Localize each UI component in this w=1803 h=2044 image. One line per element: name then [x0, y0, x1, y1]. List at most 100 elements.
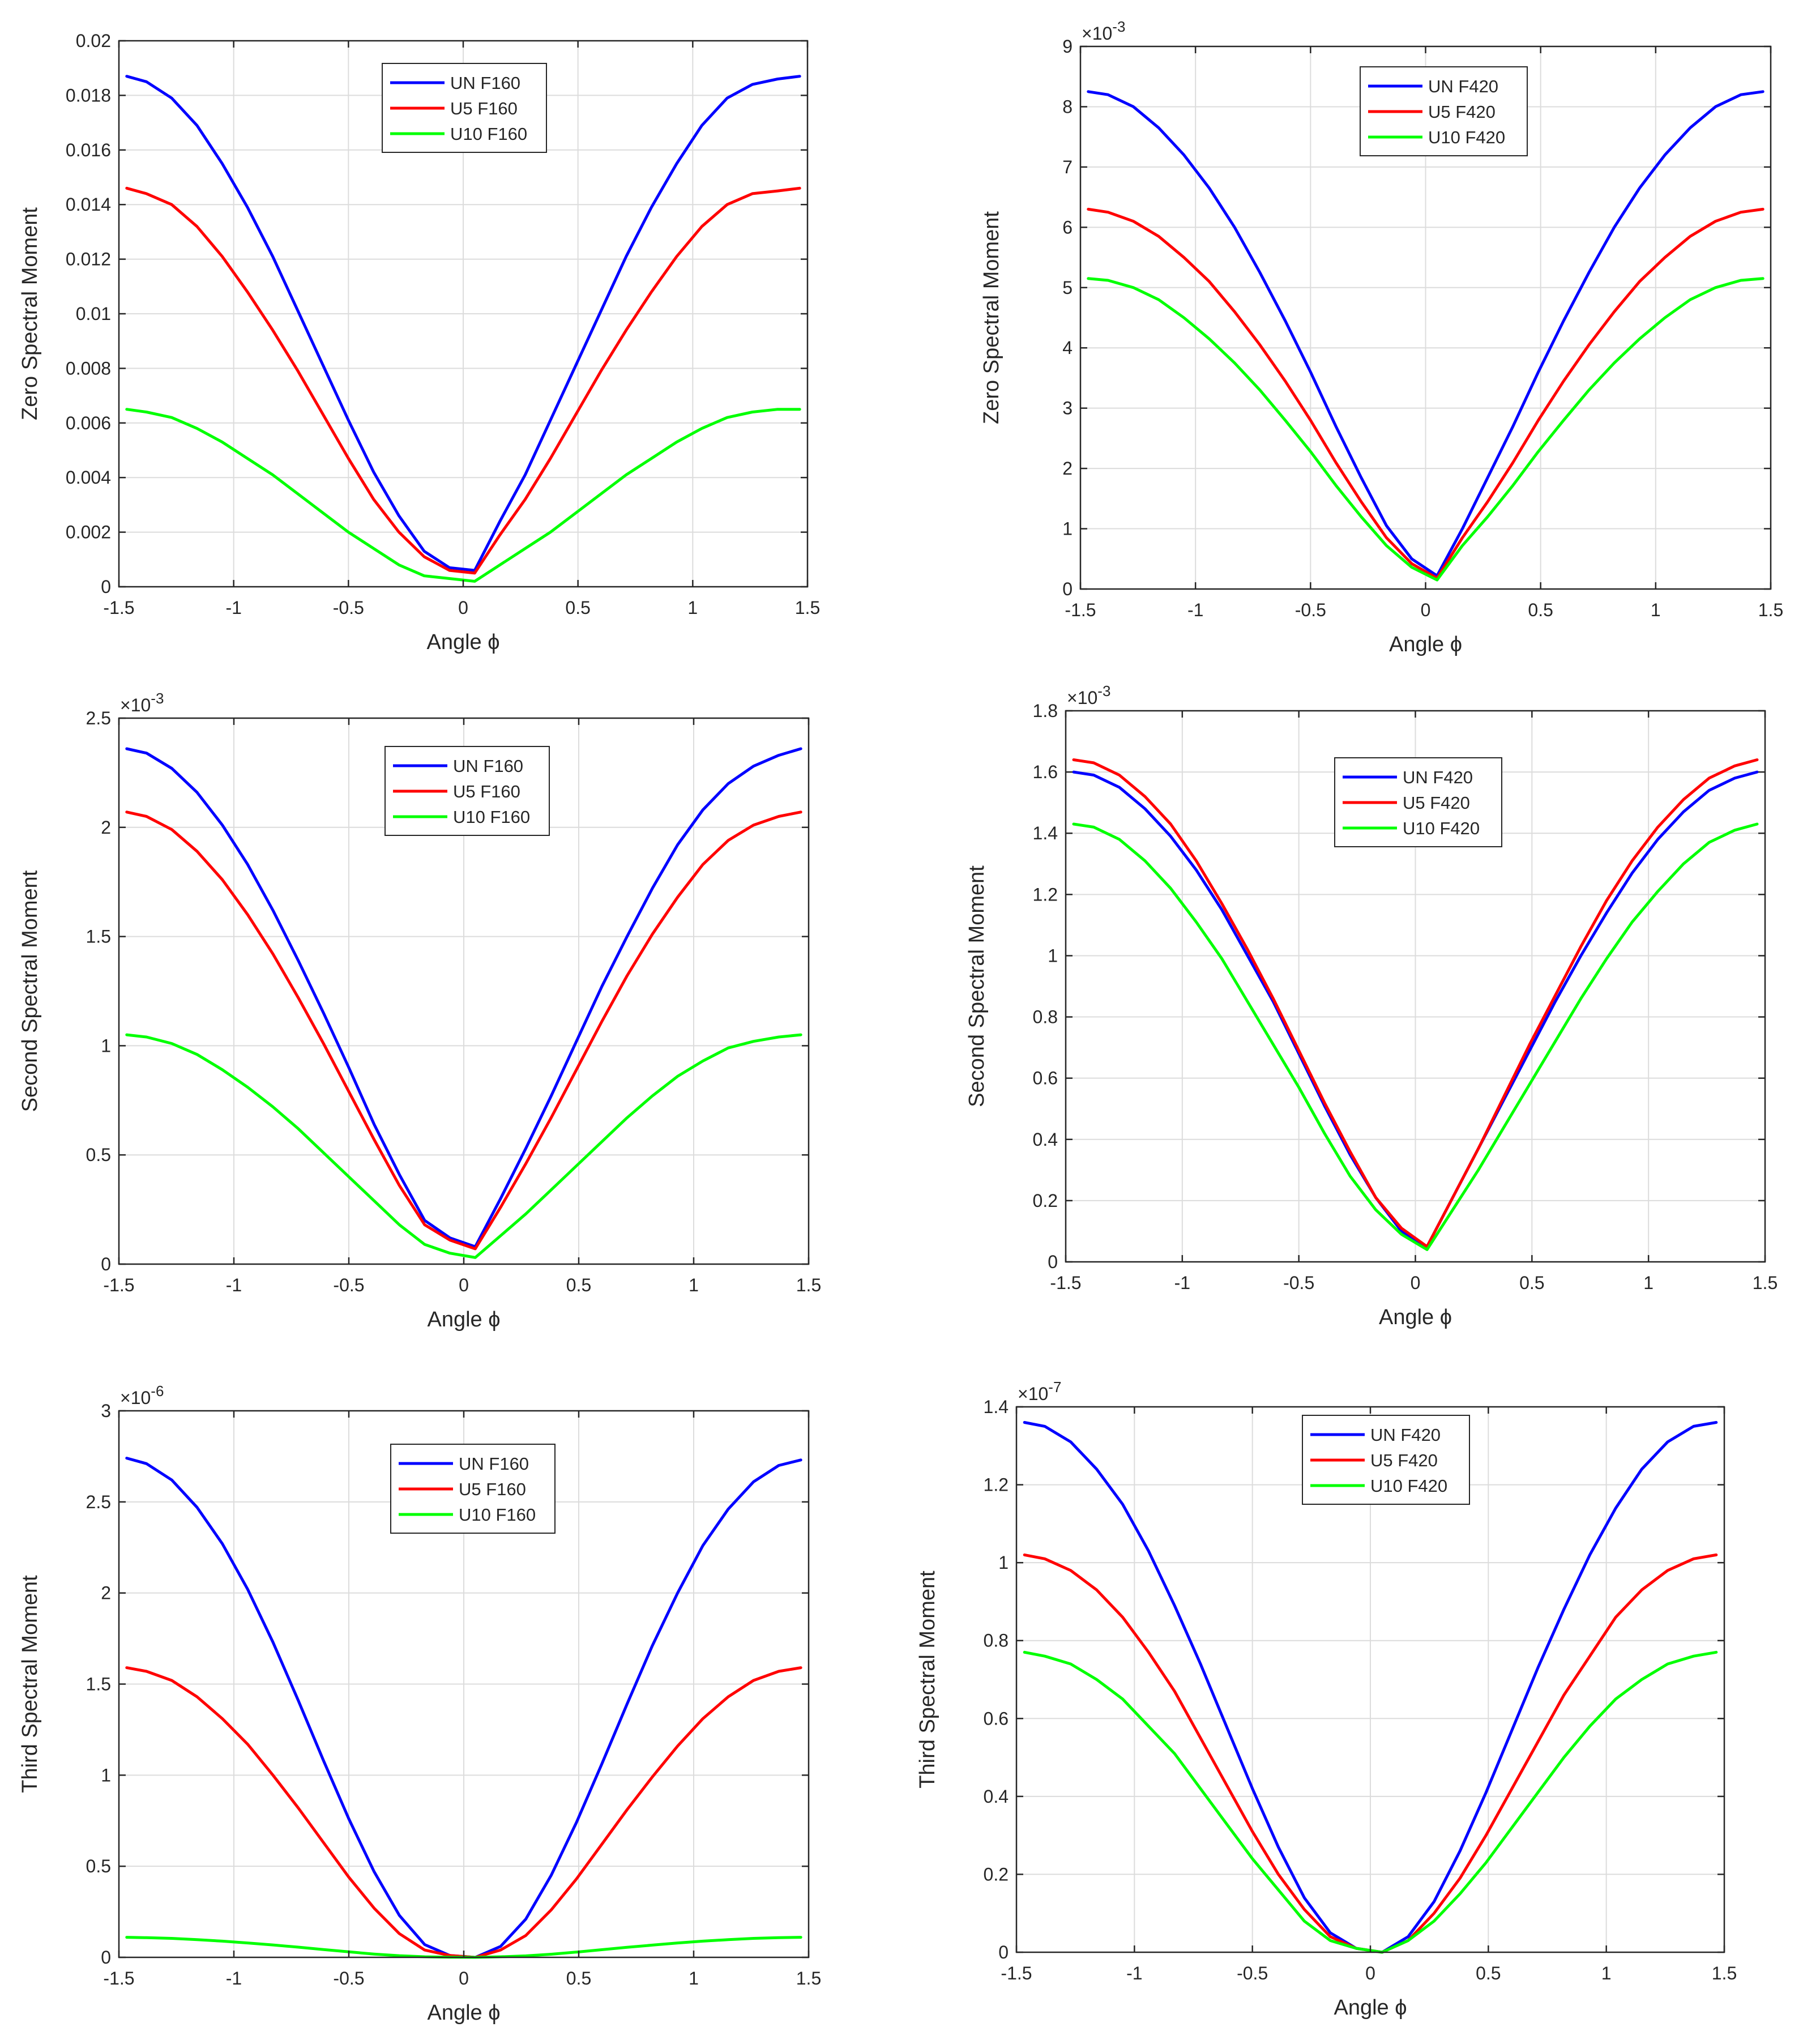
- chart-middle-left-x-tick-label: 0: [459, 1275, 469, 1295]
- chart-top-left-y-tick-label: 0.006: [66, 413, 111, 433]
- chart-top-left-legend-label: U5 F160: [450, 99, 518, 118]
- chart-middle-right-legend-label: UN F420: [1403, 767, 1473, 787]
- chart-top-left-y-tick-label: 0.01: [76, 304, 111, 324]
- chart-bottom-right-y-tick-label: 0.6: [984, 1708, 1009, 1729]
- chart-middle-right-y-tick-label: 1.4: [1033, 823, 1058, 843]
- chart-top-right-y-tick-label: 3: [1062, 398, 1073, 419]
- chart-top-right-y-tick-label: 4: [1062, 338, 1073, 358]
- chart-middle-left-x-tick-label: 1: [689, 1275, 699, 1295]
- chart-middle-left-legend-label: U5 F160: [453, 782, 520, 801]
- chart-top-right-y-axis-label: Zero Spectral Moment: [980, 211, 1003, 424]
- chart-middle-right-y-tick-label: 0.2: [1033, 1190, 1058, 1211]
- chart-middle-right-y-axis-label: Second Spectral Moment: [965, 865, 989, 1107]
- chart-bottom-right-y-tick-label: 1: [998, 1552, 1009, 1573]
- chart-top-left-x-tick-label: -1.5: [103, 598, 134, 618]
- chart-middle-left-y-tick-label: 2.5: [86, 708, 111, 728]
- chart-middle-right-series-line-u5-f420: [1072, 758, 1759, 1248]
- chart-bottom-left-y-tick-label: 0: [101, 1947, 111, 1968]
- chart-top-right-x-tick-label: -1: [1187, 600, 1203, 620]
- chart-middle-left-series-line-u10-f160: [125, 1033, 802, 1259]
- chart-bottom-right-y-tick-label: 0.4: [984, 1786, 1009, 1807]
- chart-middle-right-y-tick-label: 0.6: [1033, 1068, 1058, 1089]
- chart-bottom-right-series-line-u10-f420: [1023, 1650, 1718, 1954]
- chart-middle-left-x-tick-label: -1: [226, 1275, 242, 1295]
- chart-top-right-x-tick-label: 0: [1421, 600, 1431, 620]
- chart-top-right-x-tick-label: 0.5: [1528, 600, 1553, 620]
- chart-bottom-right-x-tick-label: -0.5: [1237, 1963, 1268, 1983]
- chart-middle-left-exponent-label: ×10-3: [120, 690, 164, 715]
- chart-top-right-y-tick-label: 1: [1062, 519, 1073, 539]
- chart-middle-left-x-tick-label: -1.5: [103, 1275, 134, 1295]
- chart-bottom-left-y-tick-label: 3: [101, 1401, 111, 1421]
- chart-top-left-y-tick-label: 0.014: [66, 194, 111, 215]
- chart-bottom-left-x-tick-label: -1.5: [103, 1968, 134, 1988]
- chart-top-right-y-tick-label: 9: [1062, 36, 1073, 57]
- chart-top-left-x-axis-label: Angle ϕ: [426, 630, 499, 654]
- chart-top-right-legend-label: U5 F420: [1428, 102, 1496, 122]
- chart-bottom-right-y-tick-label: 0.2: [984, 1864, 1009, 1884]
- chart-top-left-x-tick-label: 1: [687, 598, 698, 618]
- chart-top-left-y-tick-label: 0: [101, 577, 111, 597]
- chart-middle-right-y-tick-label: 1: [1048, 945, 1058, 966]
- chart-bottom-left-x-tick-label: -1: [226, 1968, 242, 1988]
- chart-bottom-right-legend-label: UN F420: [1370, 1425, 1441, 1445]
- chart-bottom-left-y-tick-label: 2: [101, 1583, 111, 1603]
- chart-bottom-left-x-tick-label: 1: [689, 1968, 699, 1988]
- chart-bottom-right-y-tick-label: 0.8: [984, 1631, 1009, 1651]
- chart-middle-left-x-tick-label: -0.5: [333, 1275, 364, 1295]
- chart-bottom-right-exponent-label: ×10-7: [1018, 1379, 1061, 1404]
- chart-middle-left-y-tick-label: 1.5: [86, 927, 111, 947]
- chart-top-right-legend-label: UN F420: [1428, 76, 1498, 96]
- chart-top-left-legend-label: U10 F160: [450, 124, 527, 144]
- chart-middle-right-y-tick-label: 1.2: [1033, 884, 1058, 904]
- chart-top-left-y-tick-label: 0.02: [76, 31, 111, 51]
- chart-middle-left-x-tick-label: 1.5: [796, 1275, 821, 1295]
- chart-middle-right-y-tick-label: 0: [1048, 1252, 1058, 1272]
- chart-top-left-y-axis-label: Zero Spectral Moment: [18, 207, 42, 420]
- chart-middle-right-exponent-label: ×10-3: [1067, 682, 1110, 708]
- chart-bottom-left-y-tick-label: 0.5: [86, 1856, 111, 1876]
- chart-bottom-right-x-axis-label: Angle ϕ: [1334, 1996, 1407, 2020]
- chart-bottom-left-y-tick-label: 2.5: [86, 1492, 111, 1512]
- chart-middle-left-series-line-un-f160: [125, 747, 802, 1248]
- chart-bottom-right-legend-label: U10 F420: [1370, 1476, 1447, 1496]
- chart-bottom-right-x-tick-label: -1.5: [1001, 1963, 1032, 1983]
- chart-middle-right-y-tick-label: 0.8: [1033, 1007, 1058, 1027]
- chart-bottom-right-y-tick-label: 1.2: [984, 1475, 1009, 1495]
- chart-middle-left-y-tick-label: 1: [101, 1035, 111, 1056]
- chart-middle-right-x-tick-label: 1: [1643, 1273, 1654, 1293]
- chart-top-left-series-line-u5-f160: [125, 186, 801, 575]
- chart-middle-right-x-tick-label: 1.5: [1753, 1273, 1778, 1293]
- chart-top-right-exponent-label: ×10-3: [1082, 18, 1125, 44]
- chart-top-right-y-tick-label: 0: [1062, 579, 1073, 599]
- chart-middle-left-legend-label: UN F160: [453, 756, 523, 776]
- chart-top-left-y-tick-label: 0.002: [66, 522, 111, 543]
- chart-top-right-y-tick-label: 7: [1062, 157, 1073, 177]
- chart-top-right-series-line-un-f420: [1087, 90, 1764, 578]
- chart-top-right-y-tick-label: 6: [1062, 217, 1073, 237]
- chart-top-right-x-axis-label: Angle ϕ: [1389, 633, 1462, 656]
- chart-bottom-right-y-axis-label: Third Spectral Moment: [916, 1571, 939, 1789]
- chart-bottom-right-x-tick-label: 0: [1365, 1963, 1375, 1983]
- chart-top-right-y-tick-label: 8: [1062, 96, 1073, 117]
- chart-middle-right-y-tick-label: 1.8: [1033, 701, 1058, 721]
- chart-middle-left-x-axis-label: Angle ϕ: [427, 1308, 500, 1332]
- chart-bottom-left-y-tick-label: 1: [101, 1765, 111, 1785]
- chart-top-left-x-tick-label: 0: [458, 598, 468, 618]
- chart-middle-right-y-tick-label: 1.6: [1033, 762, 1058, 782]
- chart-middle-left-legend-label: U10 F160: [453, 807, 530, 827]
- chart-top-right-legend-label: U10 F420: [1428, 127, 1505, 147]
- chart-middle-right-x-tick-label: 0.5: [1519, 1273, 1544, 1293]
- chart-bottom-left-x-tick-label: 1.5: [796, 1968, 821, 1988]
- chart-top-left-x-tick-label: -1: [225, 598, 241, 618]
- chart-bottom-right-x-tick-label: 0.5: [1476, 1963, 1501, 1983]
- chart-middle-right-legend-label: U10 F420: [1403, 818, 1480, 838]
- chart-bottom-left-legend-label: UN F160: [459, 1454, 529, 1474]
- chart-top-right-x-tick-label: 1.5: [1758, 600, 1783, 620]
- chart-top-right-x-tick-label: 1: [1651, 600, 1661, 620]
- chart-bottom-left-legend-label: U5 F160: [459, 1479, 526, 1499]
- chart-bottom-left-x-axis-label: Angle ϕ: [427, 2001, 500, 2025]
- chart-middle-left-series-line-u5-f160: [125, 810, 802, 1251]
- chart-middle-left-y-tick-label: 0.5: [86, 1145, 111, 1165]
